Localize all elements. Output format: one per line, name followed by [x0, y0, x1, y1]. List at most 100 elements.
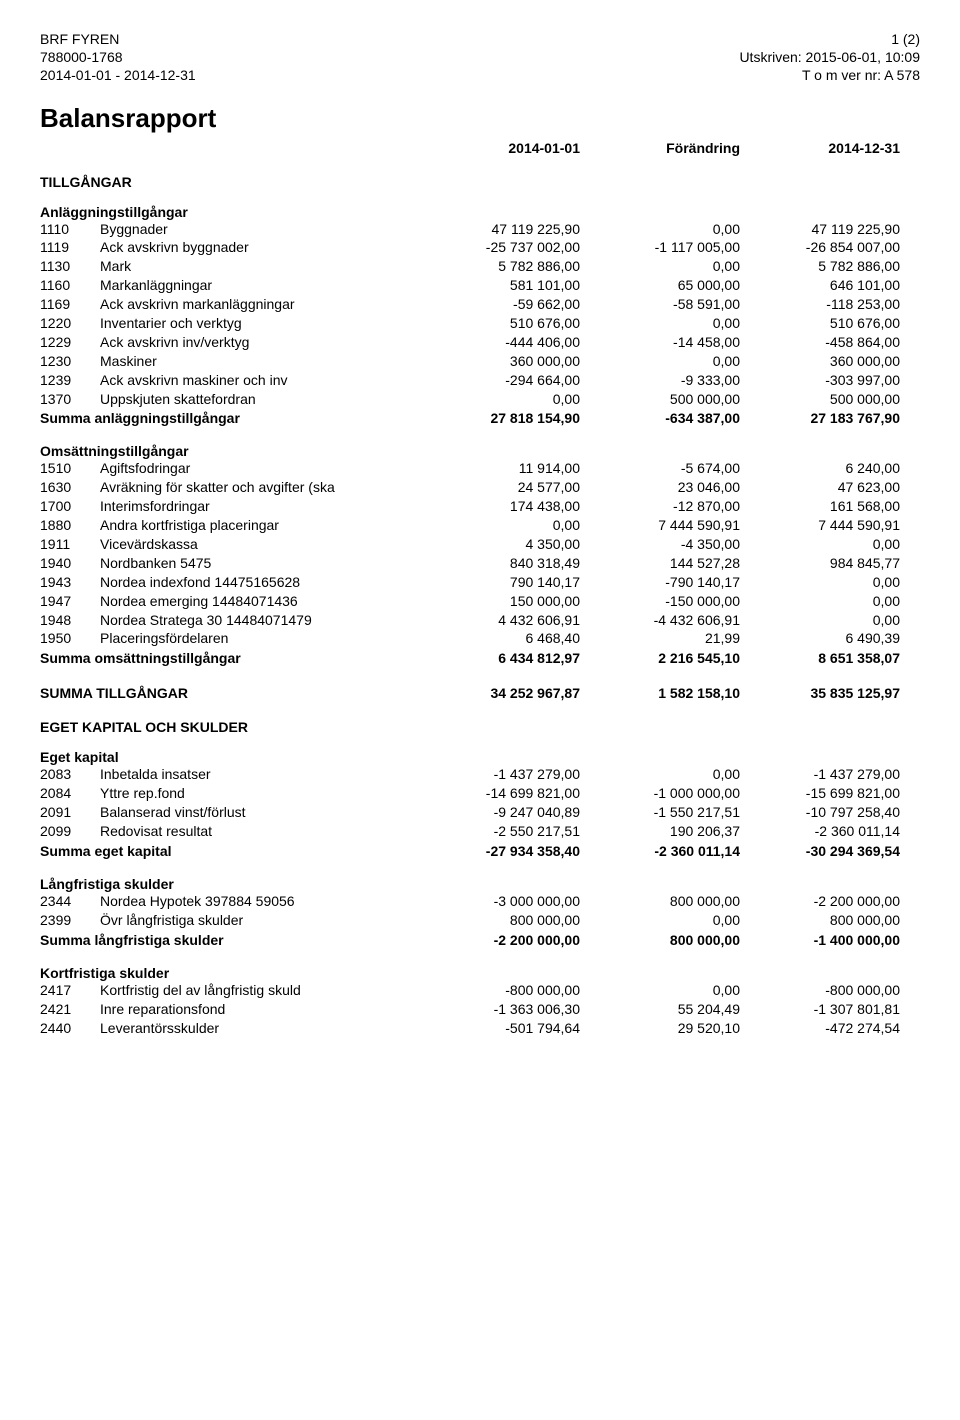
- opening-value: 0,00: [420, 516, 580, 535]
- ledger-row: 2083Inbetalda insatser-1 437 279,000,00-…: [40, 765, 920, 784]
- closing-value: 984 845,77: [740, 554, 900, 573]
- change-value: 0,00: [580, 911, 740, 930]
- account-code: 1630: [40, 478, 100, 497]
- closing-value: 0,00: [740, 611, 900, 630]
- opening-value: 360 000,00: [420, 352, 580, 371]
- ledger-row: 2099Redovisat resultat-2 550 217,51190 2…: [40, 822, 920, 841]
- account-label: Övr långfristiga skulder: [100, 911, 420, 930]
- account-code: 1943: [40, 573, 100, 592]
- change-value: -4 350,00: [580, 535, 740, 554]
- account-label: Ack avskrivn inv/verktyg: [100, 333, 420, 352]
- closing-value: 6 490,39: [740, 629, 900, 648]
- account-label: Leverantörsskulder: [100, 1019, 420, 1038]
- sum-change: 1 582 158,10: [580, 685, 740, 701]
- ledger-row: 1950Placeringsfördelaren6 468,4021,996 4…: [40, 629, 920, 648]
- account-label: Ack avskrivn byggnader: [100, 238, 420, 257]
- opening-value: -9 247 040,89: [420, 803, 580, 822]
- ledger-row: 2421Inre reparationsfond-1 363 006,3055 …: [40, 1000, 920, 1019]
- closing-value: 510 676,00: [740, 314, 900, 333]
- account-label: Inventarier och verktyg: [100, 314, 420, 333]
- account-code: 2417: [40, 981, 100, 1000]
- change-value: 23 046,00: [580, 478, 740, 497]
- change-value: -1 117 005,00: [580, 238, 740, 257]
- section-title: EGET KAPITAL OCH SKULDER: [40, 719, 920, 735]
- account-code: 2399: [40, 911, 100, 930]
- closing-value: -1 437 279,00: [740, 765, 900, 784]
- company-name: BRF FYREN: [40, 30, 196, 48]
- opening-value: 24 577,00: [420, 478, 580, 497]
- account-code: 1119: [40, 238, 100, 257]
- change-value: 0,00: [580, 220, 740, 239]
- closing-value: 500 000,00: [740, 390, 900, 409]
- change-value: 0,00: [580, 314, 740, 333]
- change-value: 144 527,28: [580, 554, 740, 573]
- closing-value: 360 000,00: [740, 352, 900, 371]
- account-code: 1220: [40, 314, 100, 333]
- account-label: Placeringsfördelaren: [100, 629, 420, 648]
- account-code: 2421: [40, 1000, 100, 1019]
- closing-value: 47 119 225,90: [740, 220, 900, 239]
- change-value: 7 444 590,91: [580, 516, 740, 535]
- ledger-row: 1943Nordea indexfond 14475165628790 140,…: [40, 573, 920, 592]
- sum-row: Summa omsättningstillgångar6 434 812,972…: [40, 648, 920, 669]
- account-code: 1169: [40, 295, 100, 314]
- account-code: 1950: [40, 629, 100, 648]
- account-code: 2099: [40, 822, 100, 841]
- opening-value: -1 363 006,30: [420, 1000, 580, 1019]
- closing-value: 0,00: [740, 573, 900, 592]
- closing-value: -26 854 007,00: [740, 238, 900, 257]
- account-label: Nordbanken 5475: [100, 554, 420, 573]
- sum-label: Summa omsättningstillgångar: [40, 648, 420, 669]
- ledger-row: 2344Nordea Hypotek 397884 59056-3 000 00…: [40, 892, 920, 911]
- opening-value: 174 438,00: [420, 497, 580, 516]
- change-value: -790 140,17: [580, 573, 740, 592]
- change-value: -12 870,00: [580, 497, 740, 516]
- header-left: BRF FYREN 788000-1768 2014-01-01 - 2014-…: [40, 30, 196, 85]
- account-label: Maskiner: [100, 352, 420, 371]
- report-period: 2014-01-01 - 2014-12-31: [40, 66, 196, 84]
- change-value: -150 000,00: [580, 592, 740, 611]
- account-label: Nordea Hypotek 397884 59056: [100, 892, 420, 911]
- closing-value: -2 200 000,00: [740, 892, 900, 911]
- account-label: Ack avskrivn markanläggningar: [100, 295, 420, 314]
- sum-closing: 35 835 125,97: [740, 685, 900, 701]
- closing-value: -118 253,00: [740, 295, 900, 314]
- account-code: 1110: [40, 220, 100, 239]
- sum-change: 2 216 545,10: [580, 648, 740, 669]
- subsection-title: Långfristiga skulder: [40, 876, 920, 892]
- closing-value: 800 000,00: [740, 911, 900, 930]
- ledger-row: 1948Nordea Stratega 30 144840714794 432 …: [40, 611, 920, 630]
- ledger-row: 1230Maskiner360 000,000,00360 000,00: [40, 352, 920, 371]
- account-code: 1880: [40, 516, 100, 535]
- opening-value: 4 350,00: [420, 535, 580, 554]
- opening-value: 4 432 606,91: [420, 611, 580, 630]
- change-value: 0,00: [580, 352, 740, 371]
- opening-value: 11 914,00: [420, 459, 580, 478]
- opening-value: 150 000,00: [420, 592, 580, 611]
- account-code: 1230: [40, 352, 100, 371]
- account-label: Inre reparationsfond: [100, 1000, 420, 1019]
- ledger-row: 2417Kortfristig del av långfristig skuld…: [40, 981, 920, 1000]
- subsection-title: Kortfristiga skulder: [40, 965, 920, 981]
- ledger-row: 1880Andra kortfristiga placeringar0,007 …: [40, 516, 920, 535]
- account-code: 2440: [40, 1019, 100, 1038]
- opening-value: 0,00: [420, 390, 580, 409]
- opening-value: 510 676,00: [420, 314, 580, 333]
- col-header-closing: 2014-12-31: [740, 140, 900, 156]
- account-label: Nordea indexfond 14475165628: [100, 573, 420, 592]
- account-label: Nordea Stratega 30 14484071479: [100, 611, 420, 630]
- account-label: Interimsfordringar: [100, 497, 420, 516]
- closing-value: -472 274,54: [740, 1019, 900, 1038]
- sum-label: Summa långfristiga skulder: [40, 930, 420, 951]
- closing-value: -10 797 258,40: [740, 803, 900, 822]
- change-value: -5 674,00: [580, 459, 740, 478]
- change-value: 800 000,00: [580, 892, 740, 911]
- account-code: 1700: [40, 497, 100, 516]
- opening-value: -444 406,00: [420, 333, 580, 352]
- closing-value: -458 864,00: [740, 333, 900, 352]
- report-title: Balansrapport: [40, 103, 920, 134]
- opening-value: 47 119 225,90: [420, 220, 580, 239]
- account-code: 2091: [40, 803, 100, 822]
- sum-change: -2 360 011,14: [580, 841, 740, 862]
- closing-value: -1 307 801,81: [740, 1000, 900, 1019]
